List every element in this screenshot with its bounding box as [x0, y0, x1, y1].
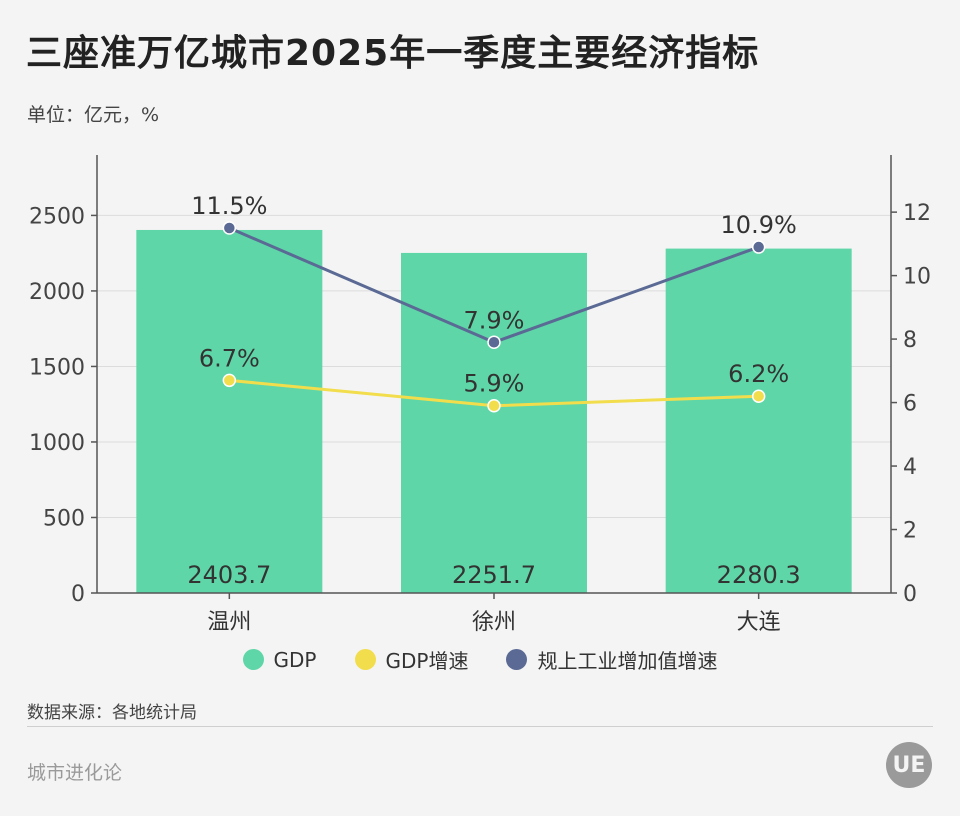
legend: GDP GDP增速 规上工业增加值增速	[0, 645, 960, 674]
series-point-1	[222, 221, 237, 235]
bar-value-label: 2403.7	[187, 561, 271, 589]
series-value-label-1: 7.9%	[464, 306, 525, 334]
x-tick-label: 温州	[207, 610, 251, 635]
y-left-tick-label: 0	[71, 582, 85, 607]
x-tick-label: 徐州	[472, 610, 516, 635]
series-point-1	[751, 240, 766, 254]
legend-swatch-gdp-growth	[354, 649, 376, 670]
divider	[27, 726, 933, 727]
legend-label-industry-growth: 规上工业增加值增速	[537, 649, 718, 673]
y-left-tick-label: 500	[43, 506, 85, 531]
y-left-tick-label: 2000	[29, 280, 85, 305]
chart-area: 0 500 1000 1500 2000 2500 0 2 4 6 8 10 12 温州 徐州 大连 2403.…	[29, 155, 931, 635]
bar-value-label: 2280.3	[717, 561, 801, 589]
y-right-tick-label: 0	[903, 582, 917, 607]
series-point-0	[751, 389, 766, 403]
legend-swatch-gdp	[242, 649, 264, 670]
y-right-tick-label: 2	[903, 519, 917, 544]
series-point-0	[487, 398, 501, 413]
series-value-label-0: 5.9%	[464, 370, 525, 398]
y-right-tick-label: 4	[903, 455, 917, 480]
y-right-tick-label: 12	[903, 201, 931, 226]
chart-title: 三座准万亿城市2025年一季度主要经济指标	[26, 33, 760, 74]
series-point-1	[487, 335, 501, 350]
brand-logo: UE	[886, 742, 932, 788]
brand-name: 城市进化论	[27, 762, 123, 784]
y-right-tick-label: 8	[903, 328, 917, 353]
series-value-label-1: 11.5%	[191, 192, 267, 220]
y-left-tick-label: 1000	[29, 431, 85, 456]
legend-label-gdp: GDP	[273, 647, 317, 672]
legend-item-gdp: GDP	[242, 645, 317, 674]
unit-label: 单位：亿元，%	[27, 104, 160, 126]
bar-1	[401, 252, 587, 593]
data-source: 数据来源：各地统计局	[27, 703, 197, 723]
bar-value-label: 2251.7	[452, 561, 536, 589]
series-point-0	[222, 373, 237, 388]
bar-0	[136, 229, 323, 593]
x-tick-label: 大连	[737, 610, 781, 635]
y-right-tick-label: 10	[903, 265, 931, 290]
y-left-tick-label: 2500	[29, 204, 85, 229]
series-value-label-1: 10.9%	[721, 211, 797, 239]
series-value-label-0: 6.7%	[199, 344, 260, 372]
legend-swatch-industry-growth	[506, 649, 528, 670]
legend-item-gdp-growth: GDP增速	[354, 645, 469, 674]
legend-item-industry-growth: 规上工业增加值增速	[506, 645, 717, 674]
series-value-label-0: 6.2%	[728, 360, 789, 388]
legend-label-gdp-growth: GDP增速	[385, 649, 469, 673]
y-right-tick-label: 6	[903, 392, 917, 417]
y-left-tick-label: 1500	[29, 355, 85, 380]
bar-2	[665, 248, 852, 593]
